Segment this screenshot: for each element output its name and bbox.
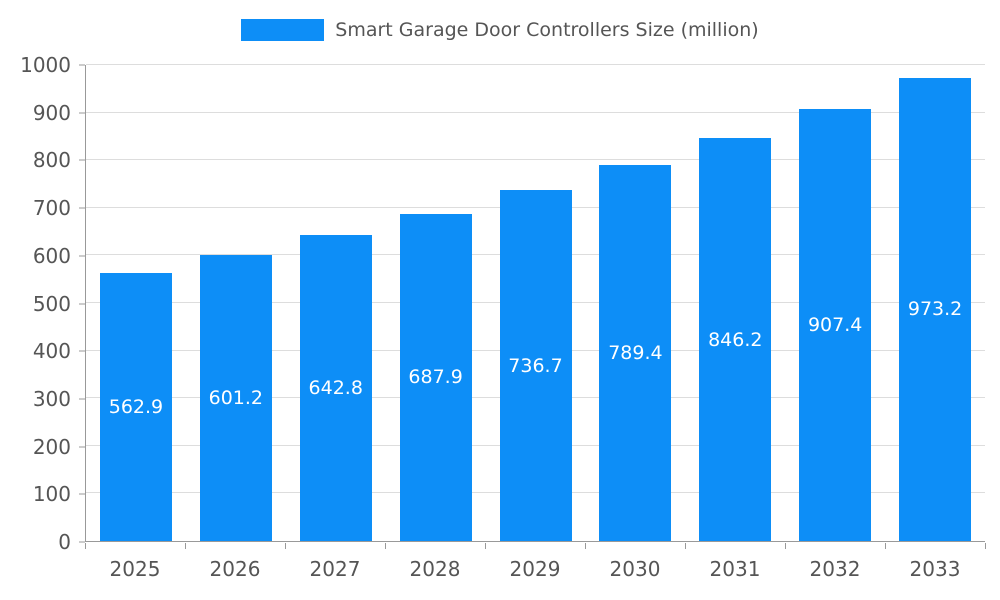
bar-2025[interactable]: 562.9 <box>99 273 172 541</box>
bar-value-label: 789.4 <box>608 342 663 365</box>
bar-slot: 601.2 <box>186 65 286 541</box>
bar-value-label: 687.9 <box>408 366 463 389</box>
y-tick-mark <box>79 159 85 161</box>
legend-label: Smart Garage Door Controllers Size (mill… <box>335 19 759 41</box>
bar-slot: 846.2 <box>685 65 785 541</box>
x-tick-mark <box>684 543 686 549</box>
x-axis-label: 2028 <box>409 557 461 581</box>
bar-value-label: 736.7 <box>508 354 563 377</box>
bar-2029[interactable]: 736.7 <box>499 190 572 541</box>
x-axis-label: 2030 <box>609 557 661 581</box>
y-tick-mark <box>79 398 85 400</box>
x-tick-mark <box>785 543 786 549</box>
x-axis-label: 2031 <box>709 557 761 581</box>
y-tick-label: 400 <box>32 339 71 364</box>
bar-2033[interactable]: 973.2 <box>899 77 972 541</box>
chart-legend[interactable]: Smart Garage Door Controllers Size (mill… <box>0 19 1000 41</box>
x-tick-mark <box>485 543 486 549</box>
gridline <box>86 64 985 65</box>
y-axis: 0 100 200 300 400 500 600 700 800 900 1000 <box>0 55 85 552</box>
bar-value-label: 601.2 <box>208 386 264 409</box>
x-tick-mark <box>185 543 186 549</box>
y-tick-label: 500 <box>32 291 71 316</box>
y-tick-mark <box>79 255 85 257</box>
bar-2026[interactable]: 601.2 <box>199 254 272 541</box>
y-tick-mark <box>79 350 85 352</box>
y-tick-mark <box>79 112 85 114</box>
plot-area: 562.9 601.2 642.8 687.9 736.7 789.4 846.2 907.4… <box>85 64 985 542</box>
bar-2028[interactable]: 687.9 <box>399 213 472 541</box>
x-axis-label: 2032 <box>809 557 861 581</box>
bar-value-label: 642.8 <box>308 377 363 400</box>
y-tick-label: 1000 <box>20 53 71 77</box>
y-tick-label: 700 <box>32 196 71 221</box>
y-tick-mark <box>79 303 85 304</box>
y-tick-label: 100 <box>32 482 71 507</box>
y-tick-mark <box>79 493 85 495</box>
x-axis-label: 2033 <box>909 557 961 581</box>
bar-2032[interactable]: 907.4 <box>799 109 872 541</box>
bar-2030[interactable]: 789.4 <box>599 165 672 541</box>
bar-value-label: 846.2 <box>708 328 763 351</box>
bar-slot: 973.2 <box>885 65 985 541</box>
y-tick-mark <box>79 446 85 448</box>
bar-slot: 642.8 <box>286 65 386 541</box>
y-tick-label: 800 <box>32 148 71 173</box>
y-tick-label: 200 <box>32 434 71 459</box>
x-tick-mark <box>585 543 586 549</box>
y-tick-label: 600 <box>32 243 71 268</box>
legend-swatch-icon <box>241 19 325 41</box>
bar-2027[interactable]: 642.8 <box>299 235 372 541</box>
x-axis-label: 2025 <box>109 557 161 581</box>
x-tick-mark <box>985 543 986 549</box>
y-tick-label: 300 <box>32 386 71 411</box>
x-axis-label: 2027 <box>309 557 361 581</box>
y-tick-mark <box>79 64 85 66</box>
bar-slot: 907.4 <box>785 65 885 541</box>
bar-slot: 562.9 <box>86 65 186 541</box>
x-tick-mark <box>85 543 86 549</box>
y-tick-mark <box>79 541 85 543</box>
bar-slot: 687.9 <box>386 65 486 541</box>
bar-2031[interactable]: 846.2 <box>699 138 772 541</box>
gridline <box>86 111 985 113</box>
x-tick-mark <box>384 543 386 549</box>
x-axis-label: 2029 <box>509 557 561 581</box>
y-tick-label: 900 <box>32 100 71 125</box>
y-tick-label: 0 <box>58 530 71 554</box>
x-tick-mark <box>285 543 286 549</box>
x-tick-mark <box>885 543 886 549</box>
y-tick-mark <box>79 207 85 209</box>
bar-slot: 789.4 <box>585 65 685 541</box>
bar-value-label: 907.4 <box>807 314 863 337</box>
bar-value-label: 562.9 <box>108 396 164 419</box>
x-axis-label: 2026 <box>209 557 261 581</box>
x-axis: 2025 2026 2027 2028 2029 2030 2031 2032 2033 <box>85 543 986 588</box>
bar-value-label: 973.2 <box>907 298 963 321</box>
gridline <box>86 159 985 161</box>
bar-slot: 736.7 <box>486 65 586 541</box>
